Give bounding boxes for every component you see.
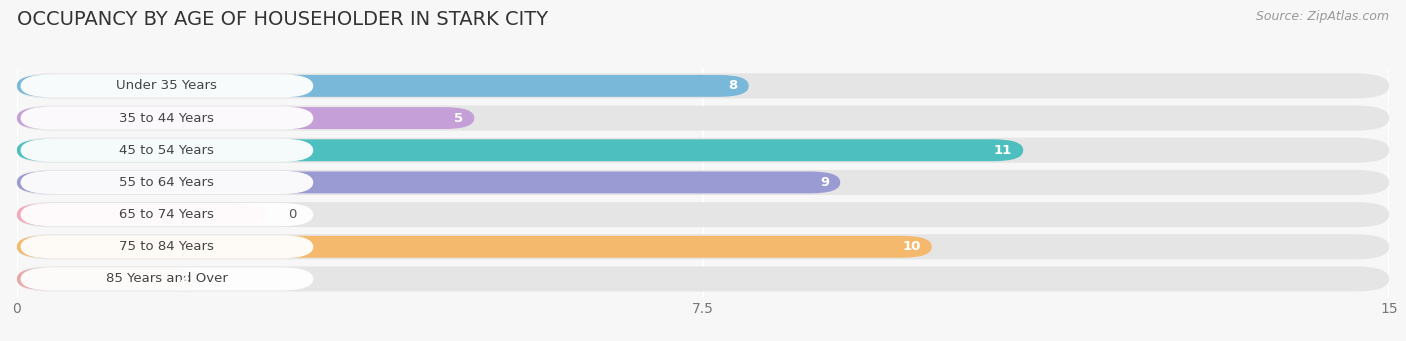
FancyBboxPatch shape	[17, 105, 1389, 131]
FancyBboxPatch shape	[17, 170, 1389, 195]
Text: 85 Years and Over: 85 Years and Over	[105, 272, 228, 285]
FancyBboxPatch shape	[17, 236, 932, 258]
FancyBboxPatch shape	[21, 74, 314, 98]
Text: OCCUPANCY BY AGE OF HOUSEHOLDER IN STARK CITY: OCCUPANCY BY AGE OF HOUSEHOLDER IN STARK…	[17, 10, 548, 29]
Text: 2: 2	[180, 272, 188, 285]
FancyBboxPatch shape	[21, 267, 314, 291]
FancyBboxPatch shape	[17, 139, 1024, 161]
Text: 55 to 64 Years: 55 to 64 Years	[120, 176, 214, 189]
Text: 9: 9	[820, 176, 830, 189]
Text: 11: 11	[994, 144, 1012, 157]
Text: Source: ZipAtlas.com: Source: ZipAtlas.com	[1256, 10, 1389, 23]
Text: Under 35 Years: Under 35 Years	[117, 79, 218, 92]
FancyBboxPatch shape	[17, 202, 1389, 227]
FancyBboxPatch shape	[21, 203, 314, 226]
FancyBboxPatch shape	[17, 107, 474, 129]
FancyBboxPatch shape	[17, 204, 266, 225]
FancyBboxPatch shape	[21, 139, 314, 162]
Text: 5: 5	[454, 112, 464, 124]
FancyBboxPatch shape	[17, 138, 1389, 163]
FancyBboxPatch shape	[17, 234, 1389, 260]
FancyBboxPatch shape	[17, 268, 200, 290]
Text: 65 to 74 Years: 65 to 74 Years	[120, 208, 214, 221]
FancyBboxPatch shape	[17, 75, 749, 97]
Text: 0: 0	[288, 208, 297, 221]
FancyBboxPatch shape	[17, 73, 1389, 99]
Text: 8: 8	[728, 79, 738, 92]
FancyBboxPatch shape	[21, 235, 314, 258]
Text: 10: 10	[903, 240, 921, 253]
Text: 45 to 54 Years: 45 to 54 Years	[120, 144, 214, 157]
FancyBboxPatch shape	[17, 172, 841, 193]
FancyBboxPatch shape	[21, 171, 314, 194]
Text: 35 to 44 Years: 35 to 44 Years	[120, 112, 214, 124]
Text: 75 to 84 Years: 75 to 84 Years	[120, 240, 214, 253]
FancyBboxPatch shape	[17, 266, 1389, 292]
FancyBboxPatch shape	[21, 106, 314, 130]
